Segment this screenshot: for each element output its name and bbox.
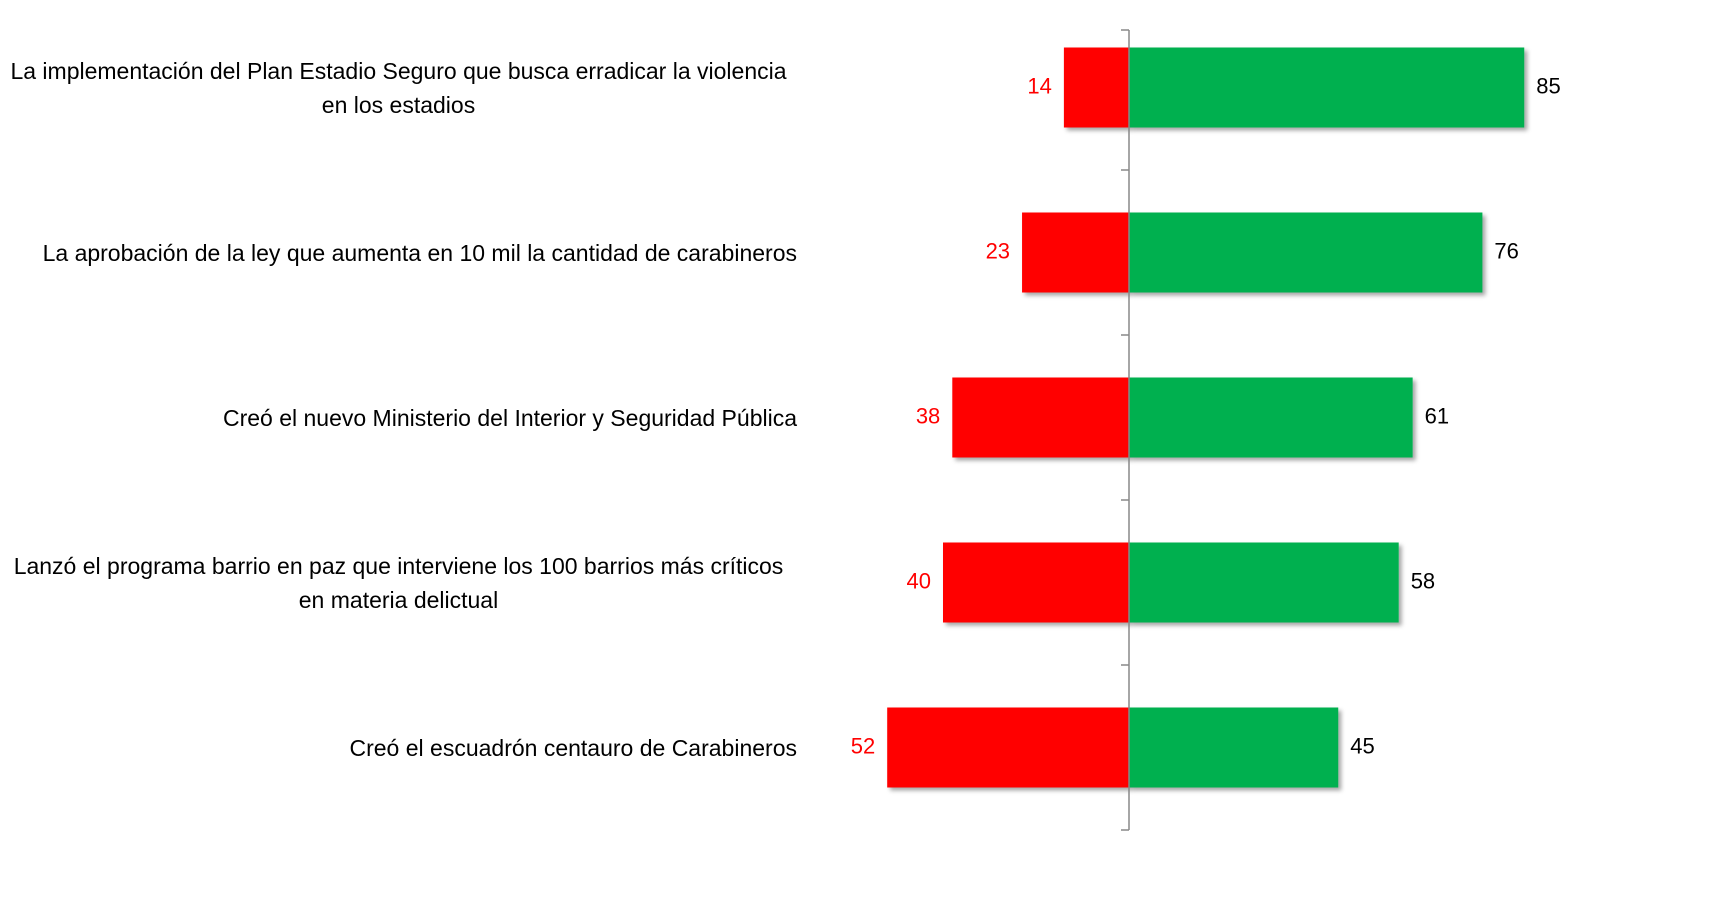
category-label: Creó el nuevo Ministerio del Interior y …	[222, 404, 797, 431]
data-label: 58	[1411, 568, 1435, 593]
bar	[1129, 707, 1339, 788]
category-label: La aprobación de la ley que aumenta en 1…	[42, 239, 797, 266]
bar	[1129, 377, 1413, 458]
category-label: Creó el escuadrón centauro de Carabinero…	[349, 734, 798, 761]
category-label: Lanzó el programa barrio en paz que inte…	[13, 552, 784, 613]
data-label: 14	[1027, 73, 1051, 98]
bar	[1129, 212, 1483, 293]
data-label: 85	[1536, 73, 1560, 98]
bar	[943, 542, 1129, 623]
data-label: 76	[1494, 238, 1518, 263]
data-label: 61	[1425, 403, 1449, 428]
category-label: La implementación del Plan Estadio Segur…	[10, 57, 787, 118]
bar	[1129, 542, 1399, 623]
data-label: 45	[1350, 733, 1374, 758]
bar	[1022, 212, 1129, 293]
bar	[952, 377, 1129, 458]
data-label: 52	[851, 733, 875, 758]
bar	[887, 707, 1129, 788]
data-label: 23	[986, 238, 1010, 263]
bar	[1129, 47, 1525, 128]
bar	[1063, 47, 1129, 128]
data-label: 40	[907, 568, 931, 593]
data-label: 38	[916, 403, 940, 428]
